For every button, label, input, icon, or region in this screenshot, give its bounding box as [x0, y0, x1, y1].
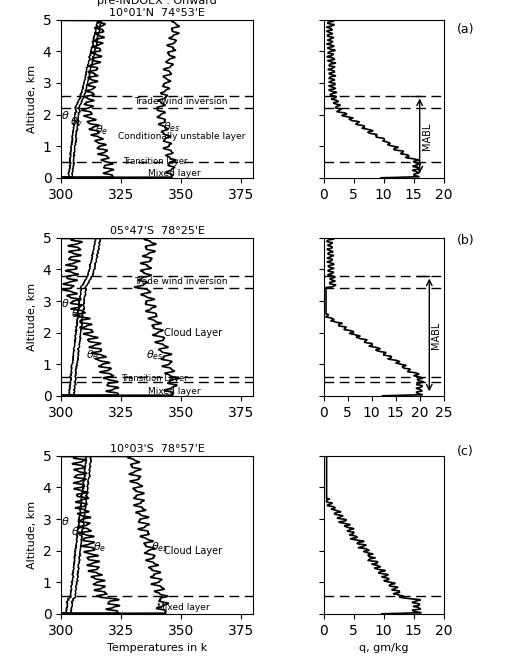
- Text: Conditionally unstable layer: Conditionally unstable layer: [118, 132, 244, 141]
- Text: (a): (a): [456, 23, 473, 36]
- X-axis label: Temperatures in k: Temperatures in k: [107, 643, 207, 653]
- Title: pre-INDOEX : Onward
10°01'N  74°53'E: pre-INDOEX : Onward 10°01'N 74°53'E: [97, 0, 217, 18]
- Text: Mixed layer: Mixed layer: [148, 387, 200, 397]
- Text: Cloud Layer: Cloud Layer: [164, 546, 222, 556]
- Text: $\theta_{es}$: $\theta_{es}$: [146, 348, 163, 362]
- Text: $\theta$: $\theta$: [61, 297, 69, 310]
- Text: (c): (c): [456, 446, 472, 459]
- X-axis label: q, gm/kg: q, gm/kg: [358, 643, 408, 653]
- Text: $\theta_v$: $\theta_v$: [71, 525, 84, 539]
- Title: 05°47'S  78°25'E: 05°47'S 78°25'E: [109, 226, 205, 236]
- Text: Trade wind inversion: Trade wind inversion: [134, 277, 228, 286]
- Text: (b): (b): [456, 234, 473, 248]
- Text: Transition layer: Transition layer: [122, 156, 187, 166]
- Text: Mixed layer: Mixed layer: [148, 169, 200, 178]
- Text: Cloud Layer: Cloud Layer: [164, 327, 222, 338]
- Text: $\theta_v$: $\theta_v$: [71, 307, 84, 321]
- Y-axis label: Altitude, km: Altitude, km: [27, 501, 37, 569]
- Text: $\theta_{es}$: $\theta_{es}$: [163, 120, 180, 134]
- Text: $\theta_e$: $\theta_e$: [86, 348, 99, 362]
- Text: $\theta_{es}$: $\theta_{es}$: [151, 541, 168, 554]
- Text: MABL: MABL: [421, 123, 431, 150]
- Text: Transition Layer: Transition Layer: [121, 374, 188, 383]
- Y-axis label: Altitude, km: Altitude, km: [27, 65, 37, 133]
- Text: $\theta$: $\theta$: [61, 110, 69, 121]
- Title: 10°03'S  78°57'E: 10°03'S 78°57'E: [109, 444, 204, 453]
- Text: $\theta_v$: $\theta_v$: [70, 115, 83, 129]
- Text: $\theta$: $\theta$: [61, 515, 69, 527]
- Text: Mixed layer: Mixed layer: [157, 603, 210, 612]
- Text: Trade wind inversion: Trade wind inversion: [134, 97, 228, 106]
- Text: $\theta_e$: $\theta_e$: [93, 541, 106, 554]
- Text: $\theta_e$: $\theta_e$: [95, 123, 108, 137]
- Text: MABL: MABL: [431, 322, 440, 349]
- Y-axis label: Altitude, km: Altitude, km: [27, 282, 37, 351]
